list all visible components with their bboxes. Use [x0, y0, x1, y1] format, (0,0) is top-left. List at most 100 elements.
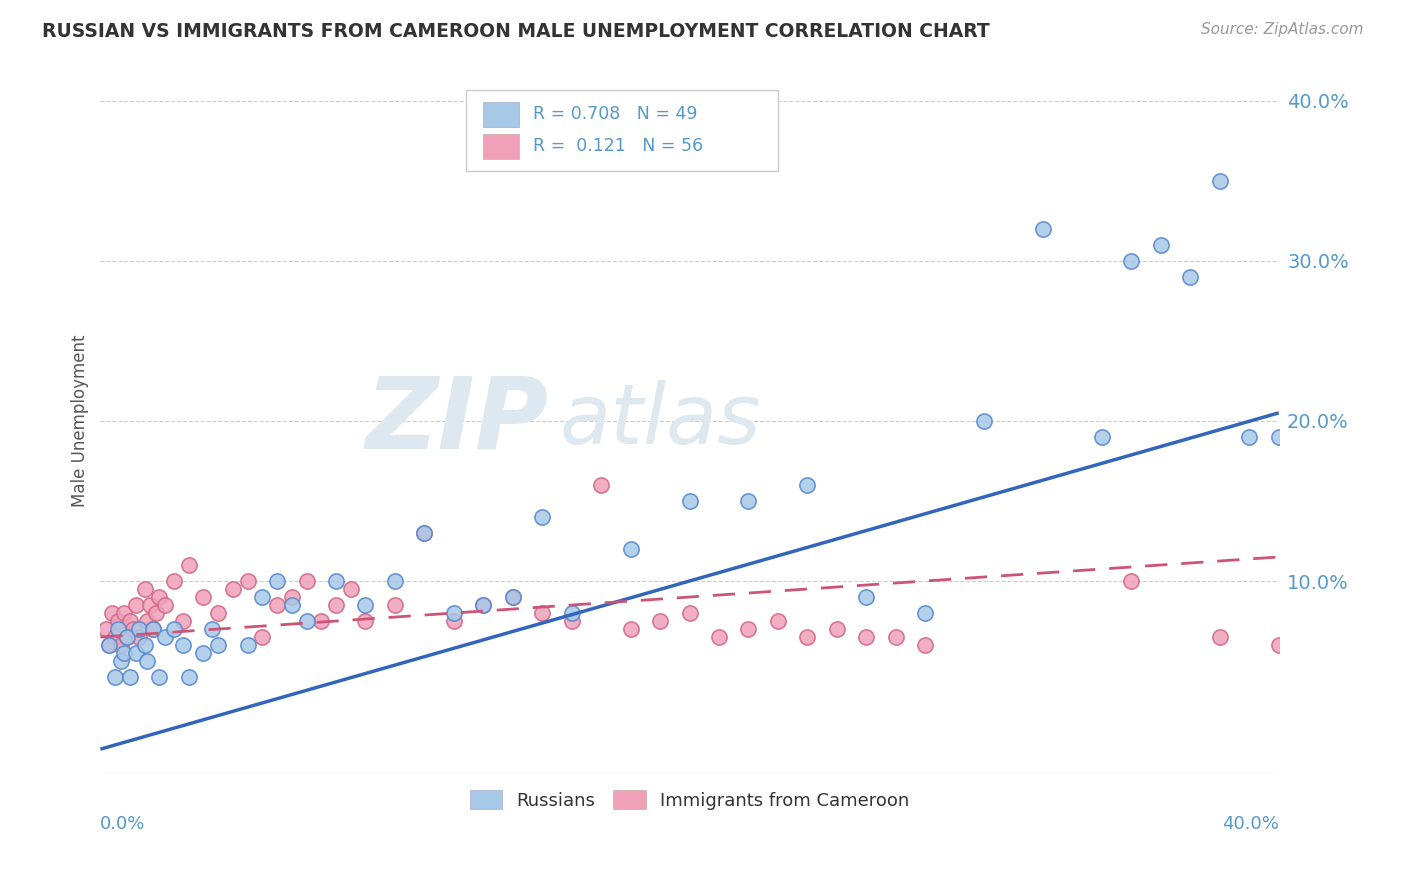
Text: R = 0.708   N = 49: R = 0.708 N = 49 — [533, 105, 697, 123]
Point — [110, 654, 132, 668]
Text: 40.0%: 40.0% — [1222, 815, 1278, 833]
Point — [472, 598, 495, 612]
Point — [737, 494, 759, 508]
Point — [620, 622, 643, 636]
Point — [1267, 638, 1289, 652]
Legend: Russians, Immigrants from Cameroon: Russians, Immigrants from Cameroon — [463, 783, 917, 817]
Point — [281, 598, 304, 612]
Point — [914, 638, 936, 652]
Text: Source: ZipAtlas.com: Source: ZipAtlas.com — [1201, 22, 1364, 37]
Point — [136, 654, 159, 668]
Point — [139, 598, 162, 612]
Point — [1267, 430, 1289, 444]
Point — [914, 606, 936, 620]
Point — [413, 525, 436, 540]
Point — [855, 590, 877, 604]
Point — [236, 638, 259, 652]
Point — [973, 414, 995, 428]
Point — [142, 622, 165, 636]
Point — [1032, 221, 1054, 235]
Point — [413, 525, 436, 540]
Point — [825, 622, 848, 636]
Point — [1121, 253, 1143, 268]
Point — [325, 598, 347, 612]
Point — [148, 590, 170, 604]
Point — [121, 622, 143, 636]
Point — [101, 606, 124, 620]
Point — [443, 614, 465, 628]
Point — [354, 614, 377, 628]
Point — [172, 638, 194, 652]
Point — [104, 670, 127, 684]
Point — [561, 606, 583, 620]
Point — [107, 614, 129, 628]
Point — [118, 614, 141, 628]
Point — [115, 630, 138, 644]
Point — [128, 622, 150, 636]
Text: RUSSIAN VS IMMIGRANTS FROM CAMEROON MALE UNEMPLOYMENT CORRELATION CHART: RUSSIAN VS IMMIGRANTS FROM CAMEROON MALE… — [42, 22, 990, 41]
Point — [678, 606, 700, 620]
Point — [115, 630, 138, 644]
Point — [125, 646, 148, 660]
Point — [1209, 173, 1232, 187]
Point — [678, 494, 700, 508]
Point — [855, 630, 877, 644]
Point — [531, 510, 554, 524]
Point — [163, 574, 186, 588]
Point — [193, 590, 215, 604]
Point — [222, 582, 245, 596]
Text: R =  0.121   N = 56: R = 0.121 N = 56 — [533, 137, 703, 155]
Point — [110, 638, 132, 652]
Point — [1150, 237, 1173, 252]
Point — [384, 574, 406, 588]
Y-axis label: Male Unemployment: Male Unemployment — [72, 334, 89, 508]
Point — [153, 598, 176, 612]
Point — [266, 574, 288, 588]
Point — [145, 606, 167, 620]
Point — [737, 622, 759, 636]
Point — [112, 646, 135, 660]
Point — [311, 614, 333, 628]
Point — [561, 614, 583, 628]
Point — [1091, 430, 1114, 444]
Point — [207, 606, 229, 620]
Point — [98, 638, 121, 652]
Point — [502, 590, 524, 604]
Point — [295, 574, 318, 588]
Point — [172, 614, 194, 628]
Point — [142, 622, 165, 636]
FancyBboxPatch shape — [465, 90, 778, 170]
Point — [252, 630, 274, 644]
FancyBboxPatch shape — [484, 103, 519, 127]
Point — [502, 590, 524, 604]
Point — [193, 646, 215, 660]
Point — [201, 622, 224, 636]
Point — [163, 622, 186, 636]
Point — [177, 558, 200, 572]
Point — [796, 478, 818, 492]
Point — [118, 670, 141, 684]
Point — [325, 574, 347, 588]
Point — [1180, 269, 1202, 284]
Point — [1209, 630, 1232, 644]
Point — [884, 630, 907, 644]
Point — [648, 614, 671, 628]
Point — [136, 614, 159, 628]
Point — [354, 598, 377, 612]
Point — [766, 614, 789, 628]
Point — [620, 541, 643, 556]
Point — [177, 670, 200, 684]
Point — [384, 598, 406, 612]
Point — [134, 638, 156, 652]
Point — [98, 638, 121, 652]
Point — [1121, 574, 1143, 588]
Text: ZIP: ZIP — [366, 372, 548, 469]
Text: atlas: atlas — [560, 380, 762, 461]
Point — [266, 598, 288, 612]
Point — [707, 630, 730, 644]
Point — [207, 638, 229, 652]
Point — [236, 574, 259, 588]
Point — [107, 622, 129, 636]
Point — [252, 590, 274, 604]
Point — [295, 614, 318, 628]
